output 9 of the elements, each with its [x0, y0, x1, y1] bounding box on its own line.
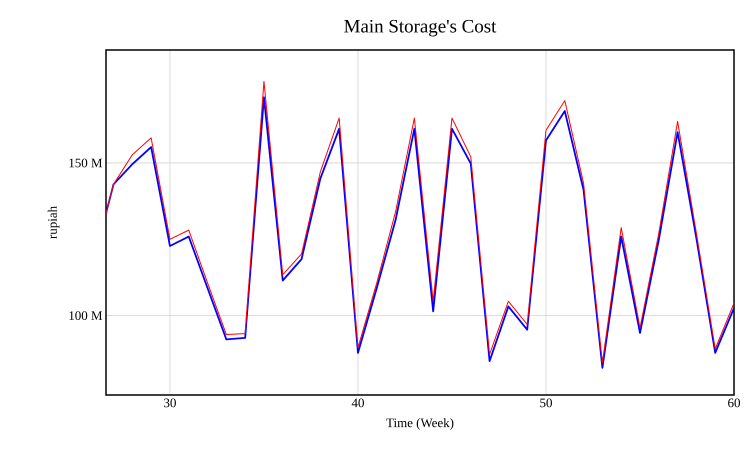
y-tick-label: 150 M — [69, 158, 102, 168]
chart-title: Main Storage's Cost — [344, 20, 496, 36]
x-tick-label: 50 — [540, 398, 552, 408]
y-tick-label: 100 M — [69, 311, 102, 320]
x-tick-label: 60 — [728, 398, 740, 408]
x-tick-label: 30 — [164, 398, 176, 408]
x-tick-label: 40 — [352, 398, 364, 408]
y-axis-title: rupiah — [48, 206, 60, 239]
x-axis-title: Time (Week) — [386, 418, 454, 430]
